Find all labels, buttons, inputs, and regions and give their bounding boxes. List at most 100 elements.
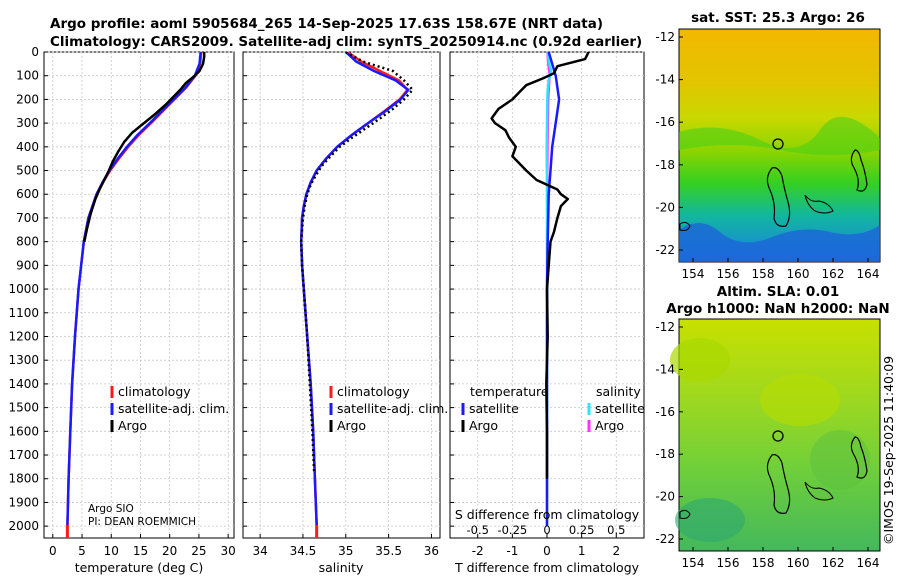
depth-tick-label: 1200 (8, 329, 39, 343)
legend-argo-label: Argo (118, 418, 147, 433)
sla-high-patch-2 (760, 374, 840, 426)
header-title-line2: Climatology: CARS2009. Satellite-adj cli… (50, 34, 642, 50)
sla-map-title: Argo h1000: NaN h2000: NaN (666, 301, 889, 317)
depth-tick-label: 1900 (8, 495, 39, 509)
map-lon-label: 156 (717, 556, 740, 570)
depth-tick-label: 400 (16, 140, 39, 154)
sla-low-patch-1 (675, 498, 745, 542)
copyright-timestamp: ©IMOS 19-Sep-2025 11:40:09 (881, 356, 896, 545)
x-tick-label: 2 (612, 544, 620, 558)
map-lat-label: -22 (655, 532, 675, 546)
legend2-satellite-label: satellite-adj. clim. (337, 401, 448, 416)
diff-temperature-argo-line (490, 52, 590, 479)
difference-legend: temperature salinity satellite Argo sate… (461, 384, 645, 433)
x-tick-label: 20 (162, 544, 177, 558)
pi-note: PI: DEAN ROEMMICH (88, 516, 196, 528)
salinity-legend: climatology satellite-adj. clim. Argo (329, 384, 448, 433)
legend-sal-satellite-label: satellite (595, 401, 645, 416)
x-tick-label: -1 (506, 544, 518, 558)
x-tick-label: 1 (578, 544, 586, 558)
depth-tick-label: 0 (31, 45, 39, 59)
map-lat-label: -18 (655, 158, 675, 172)
salinity-diff-tick-label: 0.5 (607, 523, 625, 537)
map-lat-label: -18 (655, 447, 675, 461)
legend-temp-argo-label: Argo (469, 418, 498, 433)
map-lat-label: -16 (655, 115, 675, 129)
depth-tick-label: 1500 (8, 401, 39, 415)
sla-coast-contour (679, 509, 691, 519)
sst-island-contour-2 (850, 149, 868, 192)
salinity-diff-tick-label: 0.25 (569, 523, 595, 537)
x-tick-label: -2 (472, 544, 484, 558)
map-lat-label: -20 (655, 200, 675, 214)
x-tick-label: 35 (338, 544, 353, 558)
depth-tick-label: 300 (16, 116, 39, 130)
map-lon-label: 158 (752, 267, 775, 281)
sla-map-title-top: Altim. SLA: 0.01 (717, 284, 839, 300)
depth-tick-label: 200 (16, 92, 39, 106)
map-lon-label: 160 (787, 556, 810, 570)
sla-low-patch-2 (810, 430, 870, 490)
depth-tick-label: 100 (16, 69, 39, 83)
depth-tick-label: 2000 (8, 519, 39, 533)
x-tick-label: 35.5 (375, 544, 402, 558)
sst-island-contour-1 (766, 167, 791, 227)
sla-high-patch-1 (670, 338, 730, 382)
difference-plot: -2 -1 0 1 2 -0.5 -0.25 0 0.25 0.5 S difference f… (449, 51, 645, 575)
sst-map: sat. SST: 25.3 Argo: 26 154 156 158 160 162 1… (655, 10, 881, 281)
sla-island-contour-1 (766, 454, 791, 514)
sst-reef-contour (804, 194, 834, 214)
sst-coast-contour (679, 221, 691, 231)
x-tick-label: 36 (424, 544, 439, 558)
map-lon-label: 154 (682, 556, 705, 570)
map-lat-label: -12 (655, 320, 675, 334)
map-lon-label: 162 (822, 267, 845, 281)
map-lat-label: -16 (655, 405, 675, 419)
depth-tick-label: 1600 (8, 424, 39, 438)
x-tick-label: 10 (104, 544, 119, 558)
depth-tick-label: 900 (16, 258, 39, 272)
depth-tick-label: 1000 (8, 282, 39, 296)
depth-tick-label: 1100 (8, 306, 39, 320)
temperature-argo-line (83, 52, 206, 242)
map-lon-label: 164 (857, 556, 880, 570)
salinity-diff-tick-label: 0 (543, 523, 550, 537)
sst-float-marker (772, 138, 784, 150)
x-tick-label: 25 (191, 544, 206, 558)
x-tick-label: 34 (252, 544, 267, 558)
legend-temperature-title: temperature (470, 384, 549, 399)
legend-temp-satellite-label: satellite (469, 401, 519, 416)
depth-tick-label: 700 (16, 211, 39, 225)
map-lat-label: -20 (655, 490, 675, 504)
depth-tick-label: 800 (16, 235, 39, 249)
temperature-legend: climatology satellite-adj. clim. Argo (110, 384, 229, 433)
x-tick-label: 0 (49, 544, 57, 558)
salinity-plot: 34 34.5 35 35.5 36 salinity (242, 51, 441, 575)
depth-tick-label: 1300 (8, 353, 39, 367)
temperature-xlabel: temperature (deg C) (75, 560, 204, 575)
sla-reef-contour (804, 481, 834, 501)
map-lon-label: 162 (822, 556, 845, 570)
x-tick-label: 15 (133, 544, 148, 558)
salinity-diff-tick-label: -0.5 (466, 523, 488, 537)
depth-tick-label: 1400 (8, 377, 39, 391)
legend-sal-argo-label: Argo (595, 418, 624, 433)
temperature-plot-frame (43, 51, 235, 539)
legend2-argo-label: Argo (337, 418, 366, 433)
map-lat-label: -14 (655, 73, 675, 87)
map-lat-label: -12 (655, 30, 675, 44)
legend-satellite-label: satellite-adj. clim. (118, 401, 229, 416)
temperature-plot: 0 5 10 15 20 25 30 temperature (deg C) (43, 51, 236, 575)
x-tick-label: 5 (78, 544, 86, 558)
sla-float-marker (772, 430, 784, 442)
sst-cool-water (679, 222, 880, 262)
legend-climatology-label: climatology (118, 384, 191, 399)
sla-island-contour-2 (850, 436, 868, 479)
difference-xlabel-top: S difference from climatology (455, 507, 640, 522)
salinity-plot-frame (242, 51, 441, 539)
sst-map-title: sat. SST: 25.3 Argo: 26 (691, 10, 865, 26)
sla-map: Altim. SLA: 0.01 Argo h1000: NaN h2000: … (655, 284, 889, 570)
x-tick-label: 34.5 (290, 544, 317, 558)
legend-salinity-title: salinity (596, 384, 641, 399)
header-title-line1: Argo profile: aoml 5905684_265 14-Sep-20… (50, 16, 603, 32)
